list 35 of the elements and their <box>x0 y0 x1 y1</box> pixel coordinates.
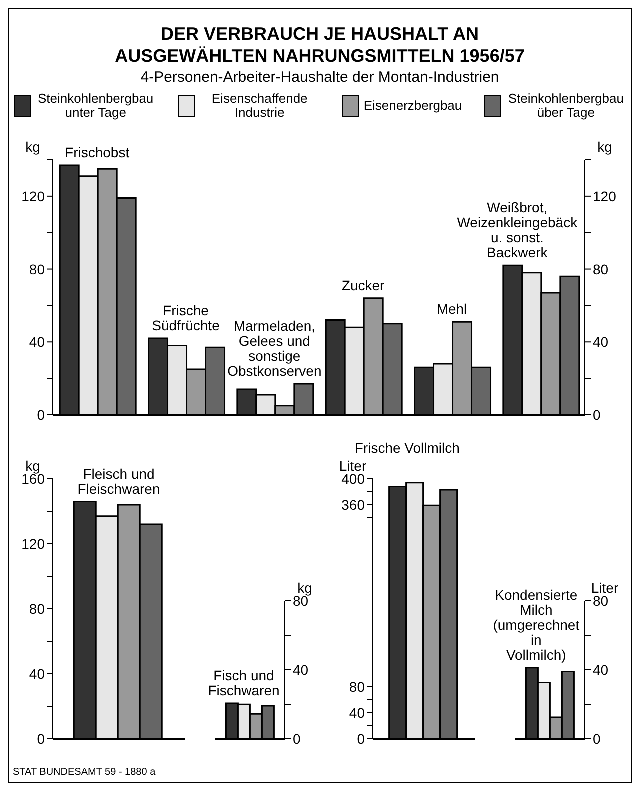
legend-label: Steinkohlenbergbau unter Tage <box>37 91 155 120</box>
y-tick-label: 120 <box>22 536 46 552</box>
y-tick-label: 40 <box>293 662 309 678</box>
y-tick-label: 80 <box>29 261 46 278</box>
chart-title: DER VERBRAUCH JE HAUSHALT AN AUSGEWÄHLTEN NAHRUNGSMITTELN 1956/57 <box>114 23 526 67</box>
legend-label: Steinkohlenbergbau über Tage <box>507 91 625 120</box>
x-tick-label: Zucker <box>342 277 386 294</box>
y-axis-title: kg <box>26 139 40 155</box>
y-tick-label: 0 <box>357 730 366 747</box>
y-tick-label: 0 <box>293 730 301 747</box>
x-tick-label: Marmeladen, Gelees und sonstige Obstkonserven <box>228 318 322 380</box>
chart-subtitle: 4-Personen-Arbeiter-Haushalte der Montan-Industrien <box>140 69 500 86</box>
x-tick-label: Frische Vollmilch <box>354 440 460 456</box>
y-tick-label: 40 <box>29 334 46 350</box>
y-tick-label: 0 <box>593 730 601 747</box>
text: STAT BUNDESAMT 59 - 1880 a <box>13 767 156 778</box>
y-tick-label: 40 <box>29 666 46 682</box>
y-tick-label: 40 <box>349 704 366 721</box>
x-tick-label: Frischobst <box>65 144 130 160</box>
y-tick-label: 120 <box>22 188 46 204</box>
y-tick-label: 40 <box>593 662 609 678</box>
x-tick-label: Frische Südfrüchte <box>152 302 220 334</box>
x-tick-label: Fisch und Fischwaren <box>208 667 280 698</box>
y2-axis-title: kg <box>598 139 612 155</box>
legend-label: Eisenerzbergbau <box>364 98 462 113</box>
x-tick-label: Mehl <box>436 301 468 318</box>
x-tick-label: Kondensierte Milch (umgerechnet in Vollmilch) <box>493 586 580 663</box>
y-tick-label: 80 <box>29 600 46 617</box>
y-tick-label: 80 <box>349 678 366 695</box>
y-tick-label: 0 <box>37 730 46 747</box>
x-tick-label: Fleisch und Fleischwaren <box>78 466 160 497</box>
y-tick-label: 0 <box>37 406 46 423</box>
x-tick-label: Weißbrot, Weizenkleingebäck u. sonst. Backwerk <box>457 200 579 261</box>
legend-label: Eisenschaffende Industrie <box>210 91 309 120</box>
y-tick-label: 360 <box>342 496 366 513</box>
